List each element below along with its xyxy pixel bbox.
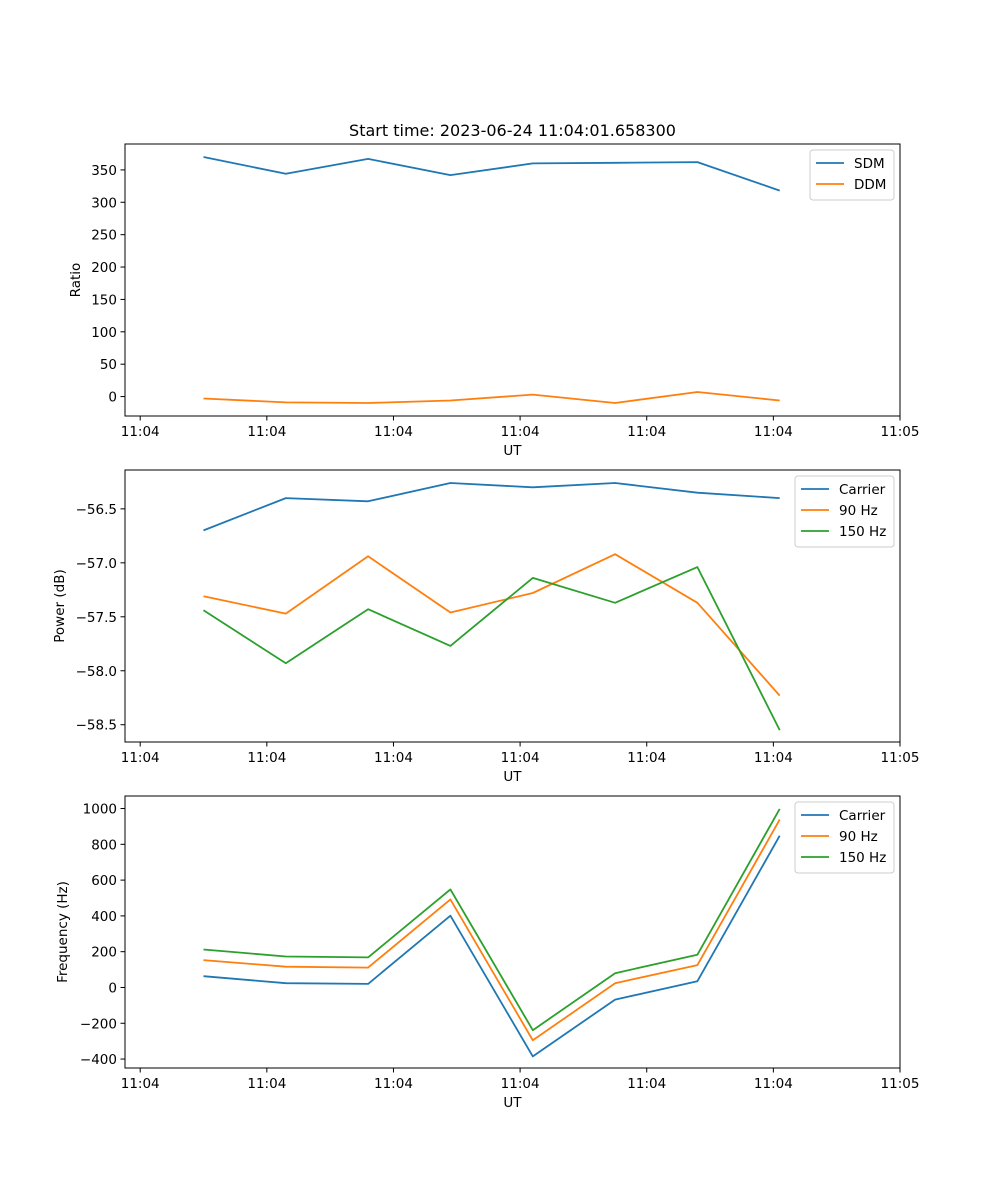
x-tick-label: 11:04: [754, 750, 793, 766]
x-tick-label: 11:04: [374, 750, 413, 766]
x-tick-label: 11:04: [247, 750, 286, 766]
legend-entry: SDM: [854, 156, 885, 172]
y-tick-label: 1000: [83, 802, 117, 818]
chart-panel-2: 11:04 11:04 11:04 11:04 11:04 11:04 11:05 −58.5…: [52, 469, 920, 785]
y-tick-label: −400: [80, 1052, 117, 1068]
x-tick-label: 11:04: [754, 1076, 793, 1092]
x-tick-label: 11:04: [627, 750, 666, 766]
y-tick-label: 350: [91, 163, 117, 179]
x-tick-label: 11:04: [121, 1076, 160, 1092]
series-line-sdm: [203, 156, 780, 192]
y-tick-label: 300: [91, 195, 117, 211]
x-tick-label: 11:04: [754, 424, 793, 440]
chart-panel-3: 11:04 11:04 11:04 11:04 11:04 11:04 11:05 −400 −…: [55, 795, 920, 1111]
x-tick-label: 11:04: [121, 750, 160, 766]
y-tick-label: −58.0: [76, 664, 117, 680]
x-tick-label: 11:04: [374, 1076, 413, 1092]
series-line-150-hz: [203, 808, 781, 1032]
y-tick-label: −58.5: [76, 718, 117, 734]
legend: Carrier 90 Hz 150 Hz: [794, 801, 895, 874]
x-tick-label: 11:04: [501, 750, 540, 766]
y-axis-label: Frequency (Hz): [55, 881, 71, 983]
x-tick-label: 11:04: [627, 1076, 666, 1092]
y-tick-label: 0: [108, 980, 117, 996]
legend-entry: 150 Hz: [839, 850, 886, 866]
y-tick-label: −56.5: [76, 502, 117, 518]
x-tick-label: 11:04: [627, 424, 666, 440]
series-line-150-hz: [203, 566, 781, 731]
y-tick-label: 50: [100, 357, 117, 373]
y-tick-label: 100: [91, 325, 117, 341]
x-tick-label: 11:05: [881, 424, 920, 440]
y-tick-label: 200: [91, 945, 117, 961]
legend-box: [794, 801, 895, 874]
y-tick-label: 0: [108, 390, 117, 406]
x-axis-label: UT: [503, 1095, 522, 1111]
legend-entry: 90 Hz: [839, 503, 878, 519]
y-tick-label: 800: [91, 837, 117, 853]
x-tick-label: 11:05: [881, 750, 920, 766]
y-tick-label: 600: [91, 873, 117, 889]
figure-title: Start time: 2023-06-24 11:04:01.658300: [349, 121, 676, 140]
series-line-carrier: [203, 835, 781, 1058]
series-line-carrier: [203, 482, 780, 532]
x-axis-label: UT: [503, 769, 522, 785]
x-tick-label: 11:04: [121, 424, 160, 440]
y-axis-label: Ratio: [68, 263, 84, 298]
x-axis-label: UT: [503, 443, 522, 459]
x-tick-label: 11:04: [501, 1076, 540, 1092]
x-tick-label: 11:04: [374, 424, 413, 440]
y-tick-label: 200: [91, 260, 117, 276]
legend-entry: Carrier: [839, 808, 886, 824]
x-tick-label: 11:04: [501, 424, 540, 440]
legend-entry: 150 Hz: [839, 524, 886, 540]
x-tick-label: 11:04: [247, 1076, 286, 1092]
y-tick-label: 400: [91, 909, 117, 925]
series-line-90-hz: [203, 553, 781, 697]
y-tick-label: 250: [91, 228, 117, 244]
legend-entry: 90 Hz: [839, 829, 878, 845]
x-tick-label: 11:04: [247, 424, 286, 440]
legend: Carrier 90 Hz 150 Hz: [794, 475, 895, 548]
legend-entry: DDM: [854, 177, 886, 193]
y-axis-label: Power (dB): [52, 569, 68, 642]
axes-frame: [124, 469, 901, 743]
axes-frame: [124, 143, 901, 417]
y-tick-label: 150: [91, 292, 117, 308]
legend: SDM DDM: [809, 149, 895, 201]
series-line-90-hz: [203, 819, 781, 1042]
legend-box: [794, 475, 895, 548]
x-tick-label: 11:05: [881, 1076, 920, 1092]
series-line-ddm: [203, 391, 780, 404]
legend-entry: Carrier: [839, 482, 886, 498]
chart-panel-1: 11:04 11:04 11:04 11:04 11:04 11:04 11:05 0 50 10…: [68, 143, 920, 459]
axes-frame: [124, 795, 901, 1069]
y-tick-label: −57.5: [76, 610, 117, 626]
y-tick-label: −57.0: [76, 556, 117, 572]
y-tick-label: −200: [80, 1016, 117, 1032]
